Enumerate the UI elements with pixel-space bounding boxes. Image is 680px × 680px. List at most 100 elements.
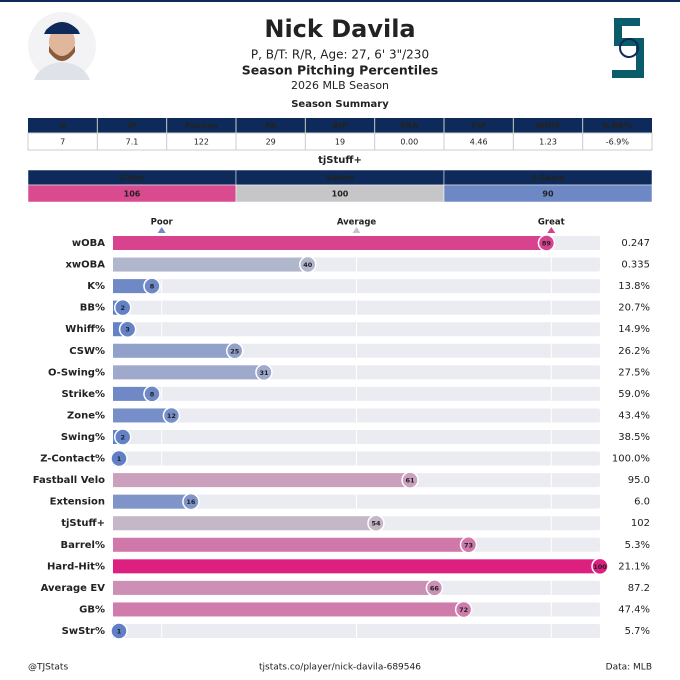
tjstuff-value: 106 — [124, 190, 141, 199]
value-badge — [367, 514, 385, 532]
value-badge — [113, 298, 132, 317]
value-badge — [143, 385, 161, 403]
value-badge — [255, 363, 273, 382]
y-tick-label: wOBA — [72, 238, 105, 249]
value-badge — [182, 492, 200, 511]
value-badge — [113, 428, 132, 446]
value-label: 12 — [167, 412, 176, 420]
tick-marker — [352, 227, 361, 233]
value-badge — [162, 406, 181, 425]
table-header: ERA — [400, 122, 419, 131]
value-label: 54 — [371, 520, 381, 528]
table-header: K-BB% — [603, 122, 632, 131]
value-badge — [226, 342, 244, 360]
value-label: 72 — [459, 606, 468, 614]
summary-label: Season Summary — [291, 99, 389, 110]
x-tick-label: Average — [337, 218, 377, 228]
tjstuff-cell-bg — [443, 184, 653, 203]
stat-value: 43.4% — [618, 410, 650, 421]
value-label: 1 — [117, 455, 122, 463]
value-badge — [459, 536, 478, 554]
table-cell: 4.46 — [470, 138, 488, 147]
table-cell: 0.00 — [400, 138, 418, 147]
stat-value: 27.5% — [618, 367, 650, 378]
table-header: WHIP — [536, 122, 560, 131]
value-label: 1 — [117, 628, 122, 636]
footer-center: tjstats.co/player/nick-davila-689546 — [259, 663, 421, 673]
bar — [113, 408, 172, 423]
stat-value: 95.0 — [628, 475, 650, 486]
y-tick-label: Hard-Hit% — [47, 561, 105, 572]
stat-value: 47.4% — [618, 604, 650, 615]
y-tick-label: O-Swing% — [48, 367, 105, 378]
table-cell: -6.9% — [606, 138, 630, 147]
team-logo — [612, 18, 644, 78]
tjstuff-header: Sinker — [326, 174, 355, 183]
bar — [113, 343, 235, 358]
table-cell: 1.23 — [539, 138, 557, 147]
y-tick-label: Extension — [50, 497, 105, 508]
stat-value: 14.9% — [618, 324, 650, 335]
value-badge — [537, 234, 556, 252]
value-label: 89 — [542, 240, 552, 248]
tick-marker — [547, 227, 556, 233]
y-tick-label: tjStuff+ — [61, 518, 105, 529]
x-tick-label: Great — [538, 218, 565, 228]
value-label: 100 — [593, 563, 607, 571]
y-tick-label: Fastball Velo — [33, 475, 105, 486]
value-label: 61 — [406, 477, 416, 485]
table-header-bg — [28, 118, 652, 133]
value-badge — [143, 277, 161, 295]
stat-value: 13.8% — [618, 281, 650, 292]
value-label: 40 — [303, 261, 313, 269]
stat-value: 5.7% — [625, 626, 650, 637]
y-tick-label: SwStr% — [62, 626, 105, 637]
value-badge — [118, 320, 137, 338]
tjstuff-label: tjStuff+ — [318, 155, 362, 166]
player-name: Nick Davila — [264, 15, 415, 43]
y-tick-label: Barrel% — [61, 540, 105, 551]
value-badge — [110, 622, 128, 640]
footer-left: @TJStats — [28, 663, 68, 673]
bar — [113, 236, 547, 250]
stat-value: 20.7% — [618, 303, 650, 314]
table-header: G — [59, 122, 66, 131]
season: 2026 MLB Season — [291, 79, 389, 92]
value-badge — [425, 579, 444, 597]
bar — [113, 516, 376, 531]
stat-value: 26.2% — [618, 346, 650, 357]
y-tick-label: Strike% — [61, 389, 105, 400]
stat-value: 6.0 — [634, 497, 650, 508]
value-badge — [299, 255, 317, 274]
stat-value: 5.3% — [625, 540, 650, 551]
bar — [113, 365, 264, 380]
bar — [113, 386, 152, 401]
bar — [113, 537, 469, 552]
table-cell: 7 — [60, 138, 65, 147]
value-label: 25 — [230, 347, 240, 355]
table-cell: 19 — [335, 138, 345, 147]
value-label: 8 — [150, 283, 155, 291]
tjstuff-header: Slider — [119, 174, 145, 183]
table-header: Pitches — [185, 122, 218, 131]
table-cell: 122 — [194, 138, 209, 147]
chart-title: Season Pitching Percentiles — [242, 63, 438, 78]
value-label: 66 — [430, 584, 440, 592]
value-label: 3 — [125, 326, 130, 334]
stat-value: 102 — [631, 518, 650, 529]
value-badge — [454, 600, 473, 619]
y-tick-label: Zone% — [67, 410, 105, 421]
value-label: 2 — [120, 304, 125, 312]
tick-marker — [157, 227, 166, 233]
value-label: 8 — [150, 390, 155, 398]
y-tick-label: Whiff% — [65, 324, 105, 335]
value-label: 31 — [259, 369, 269, 377]
table-row-bg — [27, 132, 653, 151]
value-label: 16 — [186, 498, 196, 506]
value-label: 2 — [120, 434, 125, 442]
table-header: BIP — [333, 122, 348, 131]
y-tick-label: CSW% — [69, 346, 105, 357]
player-info: P, B/T: R/R, Age: 27, 6' 3"/230 — [251, 48, 429, 62]
player-photo — [28, 12, 96, 80]
bar — [113, 494, 191, 509]
